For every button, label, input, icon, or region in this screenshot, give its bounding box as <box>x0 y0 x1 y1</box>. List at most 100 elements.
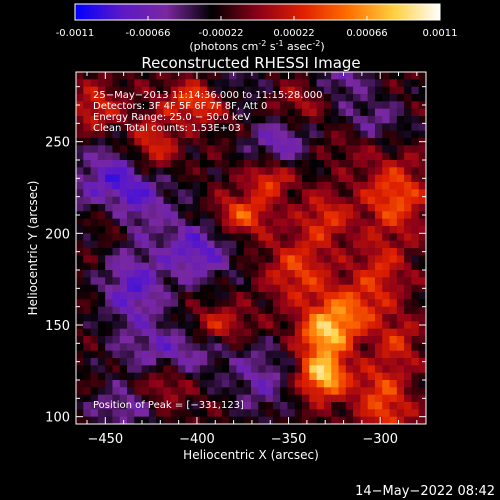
heatmap-cell <box>192 292 201 300</box>
heatmap-cell <box>97 365 106 374</box>
heatmap-cell <box>360 343 369 352</box>
heatmap-cell <box>163 145 172 154</box>
heatmap-cell <box>251 270 259 278</box>
heatmap-cell <box>280 182 288 190</box>
heatmap-cell <box>148 248 157 256</box>
heatmap-cell <box>367 270 376 278</box>
heatmap-cell <box>287 270 296 278</box>
heatmap-cell <box>156 108 164 117</box>
heatmap-cell <box>112 86 121 95</box>
heatmap-cell <box>309 189 318 198</box>
heatmap-cell <box>309 72 318 80</box>
heatmap-cell <box>185 380 194 388</box>
heatmap-cell <box>97 167 106 176</box>
heatmap-cell <box>367 152 376 161</box>
heatmap-cell <box>148 358 157 366</box>
heatmap-cell <box>221 218 230 227</box>
heatmap-cell <box>265 108 274 117</box>
heatmap-cell <box>76 270 84 278</box>
heatmap-cell <box>338 204 347 212</box>
heatmap-cell <box>265 79 274 88</box>
heatmap-cell <box>396 152 405 161</box>
heatmap-cell <box>302 196 310 205</box>
heatmap-cell <box>411 152 420 161</box>
heatmap-cell <box>97 101 106 110</box>
heatmap-cell <box>382 204 390 212</box>
heatmap-cell <box>76 218 84 227</box>
heatmap-cell <box>331 138 339 146</box>
heatmap-cell <box>170 116 179 124</box>
heatmap-cell <box>367 72 376 80</box>
heatmap-cell <box>134 255 143 264</box>
heatmap-cell <box>192 402 201 410</box>
heatmap-cell <box>243 336 252 344</box>
heatmap-cell <box>280 321 288 330</box>
heatmap-cell <box>353 328 361 337</box>
heatmap-cell <box>83 409 91 418</box>
heatmap-cell <box>83 343 91 352</box>
heatmap-cell <box>345 138 354 146</box>
heatmap-cell <box>83 138 91 146</box>
heatmap-cell <box>97 189 106 198</box>
heatmap-cell <box>192 277 201 286</box>
heatmap-cell <box>236 336 245 344</box>
heatmap-cell <box>199 160 208 168</box>
heatmap-cell <box>251 416 259 424</box>
heatmap-cell <box>382 72 390 80</box>
heatmap-cell <box>367 196 376 205</box>
heatmap-cell <box>90 262 99 271</box>
heatmap-cell <box>112 72 121 80</box>
heatmap-cell <box>178 94 186 102</box>
heatmap-cell <box>90 328 99 337</box>
heatmap-cell <box>76 306 84 315</box>
heatmap-cell <box>76 79 84 88</box>
heatmap-cell <box>119 292 128 300</box>
heatmap-cell <box>119 211 128 220</box>
heatmap-cell <box>265 174 274 183</box>
heatmap-cell <box>90 160 99 168</box>
heatmap-cell <box>258 233 266 242</box>
heatmap-cell <box>105 174 113 183</box>
chart-title: Reconstructed RHESSI Image <box>141 54 360 72</box>
heatmap-cell <box>229 299 237 308</box>
heatmap-cell <box>309 321 318 330</box>
heatmap-cell <box>141 79 150 88</box>
heatmap-cell <box>294 226 303 234</box>
heatmap-cell <box>221 387 230 396</box>
heatmap-cell <box>185 152 194 161</box>
heatmap-cell <box>338 284 347 293</box>
heatmap-cell <box>353 138 361 146</box>
heatmap-cell <box>163 211 172 220</box>
heatmap-cell <box>272 394 281 403</box>
heatmap-cell <box>90 233 99 242</box>
heatmap-cell <box>156 204 164 212</box>
heatmap-cell <box>97 372 106 381</box>
heatmap-cell <box>353 321 361 330</box>
heatmap-cell <box>258 262 266 271</box>
heatmap-cell <box>170 240 179 249</box>
heatmap-cell <box>156 226 164 234</box>
heatmap-cell <box>236 72 245 80</box>
heatmap-cell <box>163 182 172 190</box>
heatmap-cell <box>331 409 339 418</box>
heatmap-cell <box>411 350 420 359</box>
heatmap-cell <box>258 79 266 88</box>
heatmap-cell <box>148 350 157 359</box>
heatmap-cell <box>404 182 412 190</box>
heatmap-cell <box>90 218 99 227</box>
heatmap-cell <box>316 321 325 330</box>
heatmap-cell <box>360 380 369 388</box>
heatmap-cell <box>192 372 201 381</box>
heatmap-cell <box>105 255 113 264</box>
heatmap-cell <box>280 101 288 110</box>
heatmap-cell <box>207 284 215 293</box>
heatmap-cell <box>265 284 274 293</box>
footer-date: 14−May−2022 08:42 <box>355 484 495 499</box>
heatmap-cell <box>404 86 412 95</box>
heatmap-cell <box>404 306 412 315</box>
heatmap-cell <box>192 321 201 330</box>
heatmap-cell <box>360 394 369 403</box>
heatmap-cell <box>309 255 318 264</box>
heatmap-cell <box>382 108 390 117</box>
heatmap-cell <box>119 79 128 88</box>
